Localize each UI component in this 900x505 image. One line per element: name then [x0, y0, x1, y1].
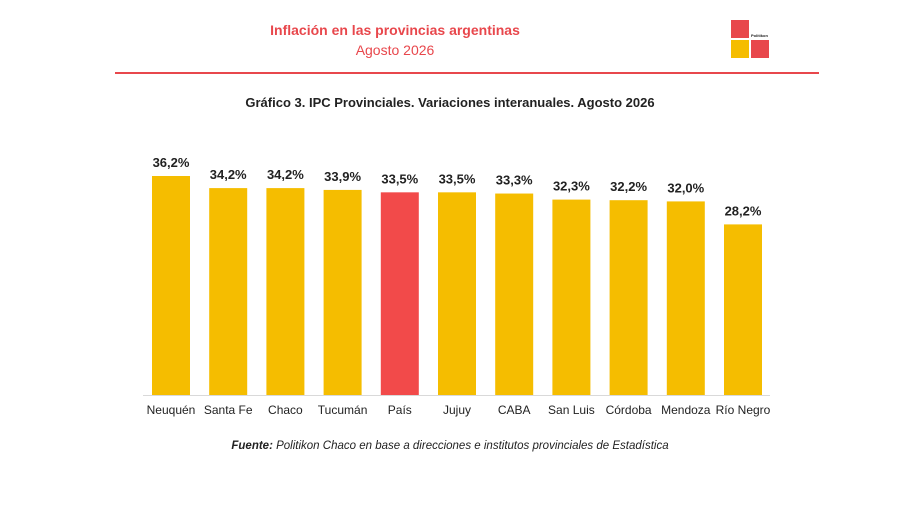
chart-title: Gráfico 3. IPC Provinciales. Variaciones… [245, 95, 655, 110]
bar-6 [495, 193, 534, 395]
bar-3 [323, 189, 362, 395]
bar-8 [609, 200, 648, 395]
data-label-3: 33,9% [324, 169, 361, 184]
x-tick-label-0: Neuquén [147, 403, 196, 417]
x-tick-label-9: Mendoza [661, 403, 711, 417]
data-label-7: 32,3% [553, 179, 590, 194]
header-subtitle: Agosto 2026 [355, 42, 435, 58]
data-label-6: 33,3% [496, 173, 533, 188]
header-title: Inflación en las provincias argentinas [270, 22, 520, 38]
bar-0 [152, 176, 190, 395]
data-label-4: 33,5% [381, 171, 418, 186]
data-label-5: 33,5% [439, 171, 476, 186]
x-tick-label-4: País [388, 403, 412, 417]
data-label-1: 34,2% [210, 167, 247, 182]
logo-text: Politikon [751, 33, 768, 38]
logo-square-yellow [731, 40, 749, 58]
x-tick-label-2: Chaco [268, 403, 303, 417]
x-tick-label-1: Santa Fe [204, 403, 253, 417]
source-text: Politikon Chaco en base a direcciones e … [272, 440, 669, 452]
x-tick-label-8: Córdoba [606, 403, 652, 417]
data-label-10: 28,2% [725, 203, 762, 218]
bar-5 [438, 192, 476, 395]
bar-10 [724, 224, 762, 395]
logo-square-red [731, 20, 749, 38]
data-label-8: 32,2% [610, 179, 647, 194]
logo-square-red-2 [751, 40, 769, 58]
politikon-logo: Politikon [731, 20, 769, 58]
x-tick-label-10: Río Negro [716, 403, 771, 417]
source-note: Fuente: Politikon Chaco en base a direcc… [150, 440, 750, 452]
data-label-2: 34,2% [267, 167, 304, 182]
data-label-9: 32,0% [667, 180, 704, 195]
data-label-0: 36,2% [153, 155, 190, 170]
bar-4 [380, 192, 419, 395]
x-tick-label-5: Jujuy [443, 403, 471, 417]
header-divider [115, 72, 819, 74]
x-tick-label-7: San Luis [548, 403, 595, 417]
bar-2 [266, 188, 305, 395]
bar-9 [666, 201, 705, 395]
x-tick-label-3: Tucumán [318, 403, 368, 417]
x-tick-label-6: CABA [498, 403, 531, 417]
bar-1 [209, 188, 248, 395]
bar-7 [552, 199, 591, 395]
source-label: Fuente: [231, 440, 273, 452]
